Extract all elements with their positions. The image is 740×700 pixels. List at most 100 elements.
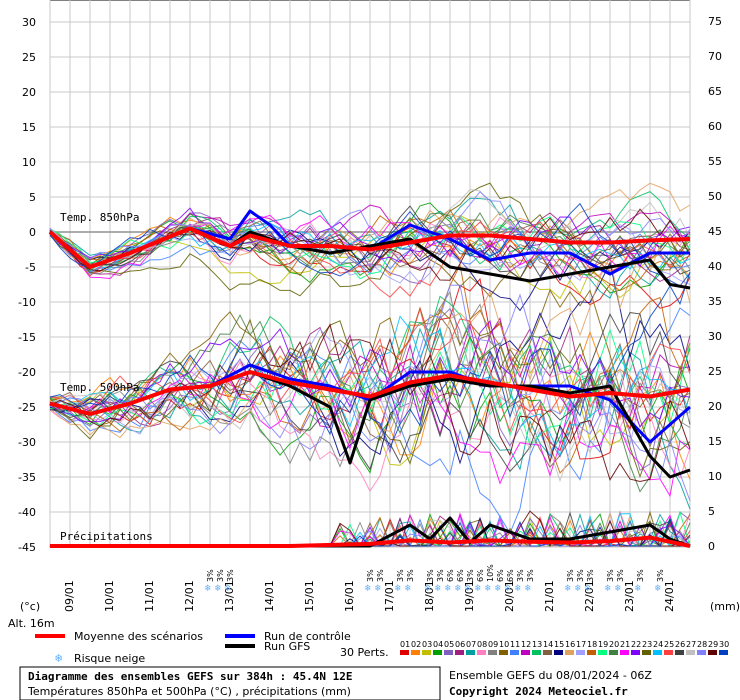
perturbation-id: 25 [664, 640, 674, 649]
right-tick-label: 5 [708, 505, 715, 518]
left-tick-label: 5 [29, 191, 36, 204]
snowflake-icon: ❄ [515, 583, 522, 594]
x-tick-label: 21/01 [543, 580, 556, 612]
snowflake-icon: ❄ [225, 583, 232, 594]
right-tick-label: 45 [708, 225, 722, 238]
snow-risk-percent: 3% [216, 569, 225, 582]
perturbation-id: 29 [708, 640, 718, 649]
perturbations-label: 30 Perts. [340, 646, 389, 659]
left-tick-label: -45 [18, 541, 36, 554]
main-series [48, 209, 691, 548]
snow-risk-percent: 3% [426, 569, 435, 582]
altitude-label: Alt. 16m [8, 617, 55, 630]
snowflake-icon: ❄ [565, 583, 572, 594]
footer-run: Ensemble GEFS du 08/01/2024 - 06Z [449, 669, 652, 682]
perturbation-swatch [455, 650, 464, 655]
x-tick-label: 18/01 [423, 580, 436, 612]
snowflake-icon: ❄ [435, 583, 442, 594]
x-tick-label: 24/01 [663, 580, 676, 612]
gfs-line-precip [50, 516, 691, 548]
perturbation-swatch [433, 650, 442, 655]
perturbation-id: 09 [488, 640, 498, 649]
left-tick-label: 25 [22, 51, 36, 64]
x-tick-label: 11/01 [143, 580, 156, 612]
perturbation-swatch [400, 650, 409, 655]
right-tick-label: 25 [708, 365, 722, 378]
snowflake-icon: ❄ [365, 583, 372, 594]
left-tick-label: 10 [22, 156, 36, 169]
x-tick-label: 10/01 [103, 580, 116, 612]
snow-risk-percent: 3% [516, 569, 525, 582]
perturbation-id: 20 [609, 640, 619, 649]
snowflake-icon: ❄ [205, 583, 212, 594]
snow-risk-percent: 6% [506, 569, 515, 582]
perturbation-line-t500 [49, 318, 691, 479]
snowflake-icon: ❄ [395, 583, 402, 594]
perturbation-line-t500 [49, 290, 691, 468]
right-tick-label: 30 [708, 330, 722, 343]
perturbation-id: 03 [422, 640, 432, 649]
right-tick-label: 50 [708, 190, 722, 203]
perturbation-swatch [686, 650, 695, 655]
snow-risk-percent: 3% [606, 569, 615, 582]
perturbation-line-t500 [49, 312, 691, 473]
left-tick-label: 20 [22, 86, 36, 99]
snow-risk-percent: 3% [656, 569, 665, 582]
legend-gfs-label: Run GFS [264, 640, 310, 653]
snow-risk-percent: 3% [226, 569, 235, 582]
perturbation-swatch [664, 650, 673, 655]
snow-risk-percent: 3% [526, 569, 535, 582]
left-tick-label: -20 [18, 366, 36, 379]
perturbation-line-t500 [49, 261, 691, 465]
mean-line-precip [50, 535, 691, 548]
x-tick-label: 16/01 [343, 580, 356, 612]
snow-risk-percent: 10% [486, 564, 495, 582]
snow-risk-percent: 6% [476, 569, 485, 582]
perturbation-id: 21 [620, 640, 630, 649]
perturbation-swatch [532, 650, 541, 655]
right-tick-label: 10 [708, 470, 722, 483]
right-tick-label: 75 [708, 15, 722, 28]
left-tick-label: -10 [18, 296, 36, 309]
x-tick-label: 12/01 [183, 580, 196, 612]
perturbation-id: 11 [510, 640, 520, 649]
right-tick-label: 70 [708, 50, 722, 63]
perturbation-line-t850 [49, 218, 691, 268]
x-tick-label: 13/01 [223, 580, 236, 612]
snow-risk-percent: 3% [586, 569, 595, 582]
snow-risk-percent: 6% [456, 569, 465, 582]
perturbation-id: 05 [444, 640, 454, 649]
x-tick-label: 09/01 [63, 580, 76, 612]
perturbation-line-t500 [49, 323, 691, 483]
right-tick-label: 15 [708, 435, 722, 448]
perturbation-id: 16 [565, 640, 575, 649]
snowflake-icon: ❄ [375, 583, 382, 594]
snow-risk-percent: 3% [206, 569, 215, 582]
left-tick-label: -15 [18, 331, 36, 344]
perturbation-id: 18 [587, 640, 597, 649]
left-axis: 30 25 20 15 10 5 0 -5 -10 -15 -20 -25 -30 -35 -40 -45 [18, 16, 36, 554]
perturbation-swatch [510, 650, 519, 655]
snow-risk-percent: 3% [636, 569, 645, 582]
left-tick-label: -5 [25, 261, 36, 274]
perturbation-id: 02 [411, 640, 421, 649]
perturbation-swatch [565, 650, 574, 655]
snow-risk-percent: 3% [376, 569, 385, 582]
perturbation-id: 19 [598, 640, 608, 649]
perturbation-swatch [719, 650, 728, 655]
perturbation-swatch [708, 650, 717, 655]
snow-risk-percent: 3% [406, 569, 415, 582]
right-tick-label: 55 [708, 155, 722, 168]
perturbation-id: 22 [631, 640, 641, 649]
perturbation-id: 14 [543, 640, 553, 649]
perturbation-id: 17 [576, 640, 586, 649]
perturbation-id: 27 [686, 640, 696, 649]
perturbation-swatch [576, 650, 585, 655]
perturbation-swatch [598, 650, 607, 655]
x-tick-label: 15/01 [303, 580, 316, 612]
perturbation-swatch [422, 650, 431, 655]
perturbation-id: 12 [521, 640, 531, 649]
perturbation-id: 01 [400, 640, 410, 649]
perturbation-swatch [488, 650, 497, 655]
